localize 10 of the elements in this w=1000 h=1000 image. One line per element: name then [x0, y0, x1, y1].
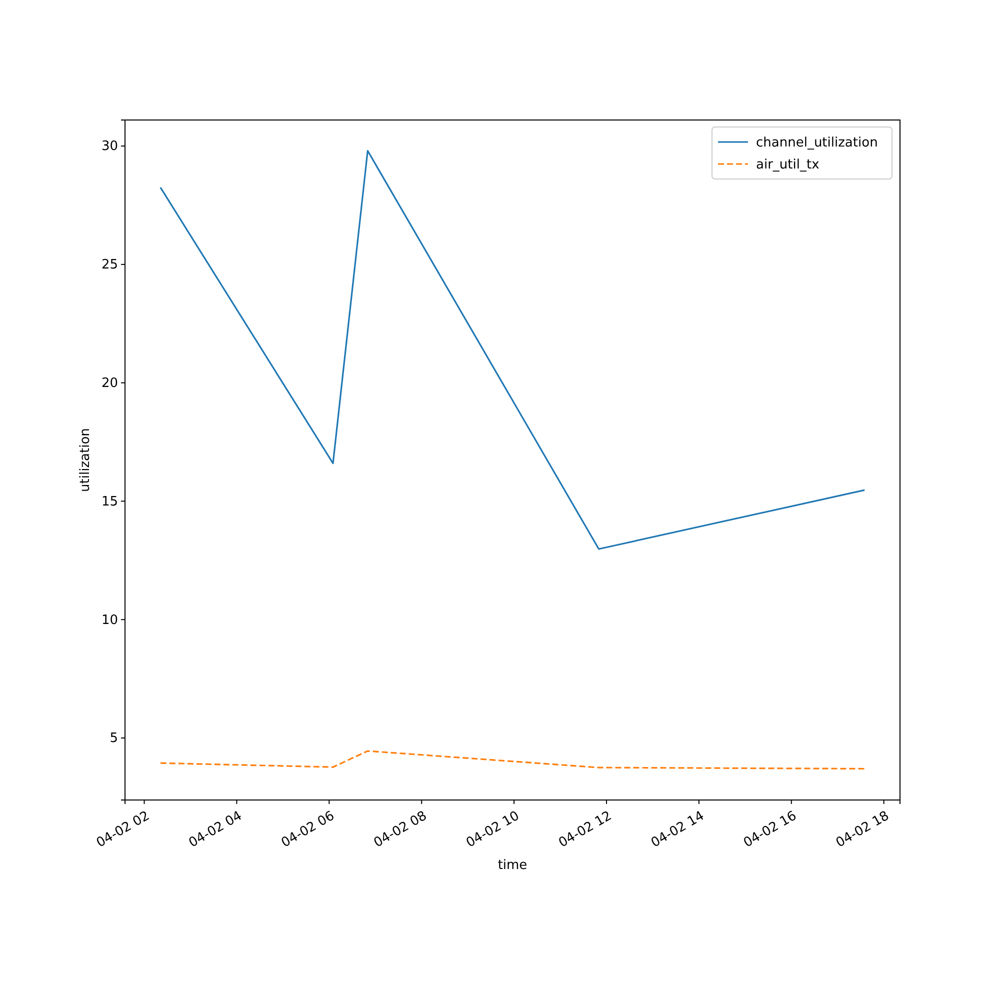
legend-label: channel_utilization [756, 136, 878, 150]
x-axis-title: time [498, 858, 528, 873]
y-axis-title: utilization [78, 428, 93, 492]
y-tick-label: 10 [101, 612, 118, 628]
y-tick-label: 15 [101, 494, 118, 510]
y-tick-label: 25 [101, 258, 118, 273]
y-tick-label: 20 [101, 376, 118, 391]
legend-label: air_util_tx [756, 158, 820, 172]
y-tick-label: 30 [101, 139, 118, 154]
y-tick-label: 5 [110, 731, 118, 746]
